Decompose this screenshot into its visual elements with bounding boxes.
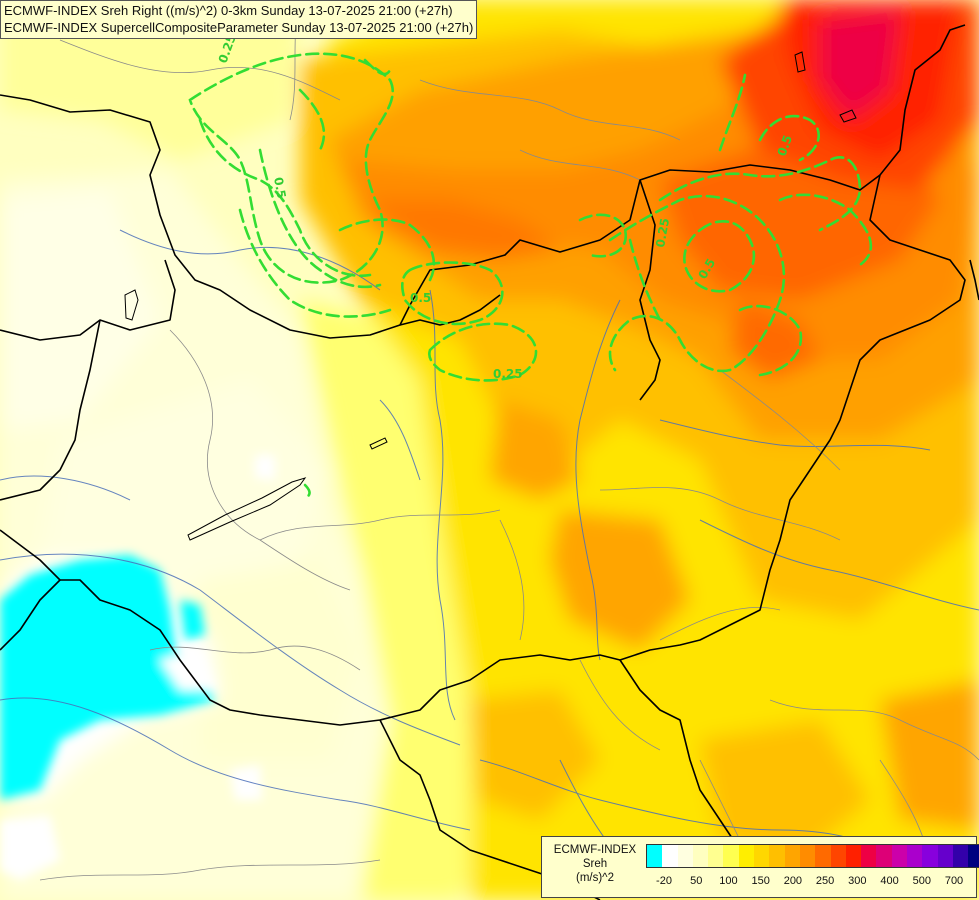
contour-label: 0.5: [410, 291, 431, 305]
legend-swatch: [876, 845, 892, 867]
legend-tick-label: 150: [751, 875, 770, 887]
legend-source: ECMWF-INDEX: [553, 844, 637, 856]
legend-unit: (m/s)^2: [576, 872, 614, 884]
legend-swatch: [907, 845, 923, 867]
legend-swatch: [708, 845, 724, 867]
legend-swatch: [647, 845, 663, 867]
legend-tick-labels: -20 50 100 150 200 250 300 400 500 700: [646, 875, 966, 889]
legend-swatch: [784, 845, 800, 867]
legend-tick-label: 100: [719, 875, 738, 887]
regional-borders: [39, 0, 979, 881]
legend-swatch: [662, 845, 678, 867]
lakes: [124, 51, 857, 541]
legend-swatch: [937, 845, 953, 867]
legend-tick-label: 300: [848, 875, 867, 887]
legend-swatch: [815, 845, 831, 867]
legend-swatch: [769, 845, 785, 867]
legend-swatch: [968, 845, 979, 867]
legend-swatch: [922, 845, 938, 867]
color-legend: ECMWF-INDEX Sreh (m/s)^2 -20 50 100 150 200 2…: [541, 836, 979, 898]
legend-tick-label: 50: [690, 875, 703, 887]
contour-label: 0.5: [775, 133, 795, 158]
legend-swatch: [891, 845, 908, 867]
title-line-scp: ECMWF-INDEX SupercellCompositeParameter …: [4, 20, 474, 35]
legend-tick-label: 400: [880, 875, 899, 887]
legend-title: ECMWF-INDEX Sreh (m/s)^2: [546, 843, 644, 885]
legend-swatch: [754, 845, 770, 867]
legend-tick-label: -20: [656, 875, 672, 887]
legend-swatch: [677, 845, 693, 867]
legend-swatch: [845, 845, 862, 867]
title-line-sreh: ECMWF-INDEX Sreh Right ((m/s)^2) 0-3km S…: [4, 3, 453, 18]
legend-tick-label: 500: [912, 875, 931, 887]
white-spots: [0, 455, 275, 880]
legend-swatch: [952, 845, 969, 867]
legend-tick-label: 200: [783, 875, 803, 887]
contour-label: 0.25: [653, 217, 672, 249]
legend-swatch: [692, 845, 709, 867]
legend-swatch: [738, 845, 755, 867]
legend-tick-label: 250: [815, 875, 835, 887]
legend-tick-label: 700: [944, 875, 964, 887]
scp-contours: [188, 52, 873, 500]
legend-swatch: [723, 845, 739, 867]
legend-swatch: [861, 845, 877, 867]
country-borders: [0, 24, 979, 900]
map-title: ECMWF-INDEX Sreh Right ((m/s)^2) 0-3km S…: [0, 0, 478, 39]
legend-swatch: [830, 845, 846, 867]
contour-label: 0.5: [271, 176, 288, 199]
legend-swatch: [799, 845, 816, 867]
legend-variable: Sreh: [582, 858, 608, 870]
legend-color-scale: [646, 844, 979, 868]
contour-label: 0.25: [493, 367, 523, 381]
